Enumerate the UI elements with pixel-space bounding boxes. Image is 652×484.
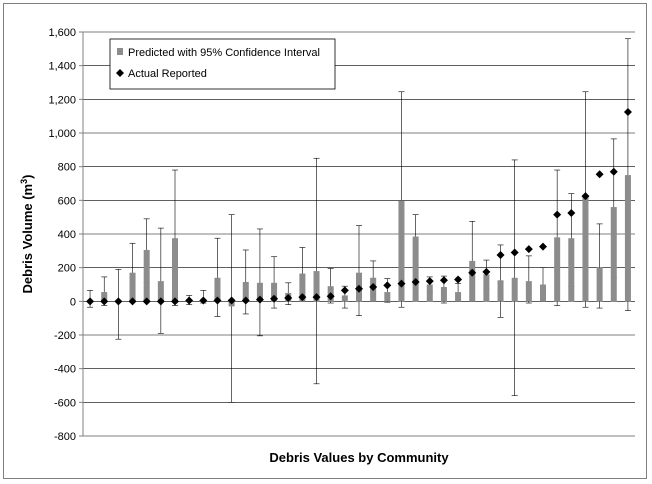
- actual-points: [86, 107, 632, 306]
- predicted-bar: [172, 238, 178, 302]
- legend-predicted-label: Predicted with 95% Confidence Interval: [128, 47, 320, 59]
- y-axis-title-main: Debris Volume (m: [20, 184, 35, 294]
- predicted-bar: [129, 272, 136, 302]
- predicted-bar: [299, 273, 306, 302]
- legend-actual-marker: [116, 69, 124, 77]
- actual-point: [199, 296, 208, 305]
- y-axis-title-close: ): [20, 175, 35, 179]
- predicted-bar: [497, 280, 504, 302]
- y-tick-label: 1,600: [48, 27, 76, 39]
- y-tick-label: 0: [70, 296, 76, 308]
- actual-point: [454, 275, 463, 284]
- predicted-bar: [157, 281, 164, 302]
- actual-point: [114, 297, 123, 306]
- predicted-bar: [511, 277, 518, 302]
- actual-point: [609, 167, 618, 176]
- y-tick-label: 400: [58, 229, 76, 241]
- y-tick-label: -800: [54, 431, 76, 443]
- actual-point: [411, 277, 420, 286]
- predicted-bar: [525, 281, 532, 302]
- predicted-bar: [214, 277, 221, 302]
- actual-point: [496, 251, 505, 260]
- actual-point: [142, 297, 151, 306]
- actual-point: [171, 297, 179, 306]
- actual-point: [227, 296, 236, 305]
- legend-box: [109, 38, 336, 90]
- predicted-bar: [610, 207, 617, 302]
- actual-point: [270, 294, 279, 303]
- actual-point: [241, 296, 250, 305]
- y-tick-label: 200: [58, 263, 76, 275]
- actual-point: [595, 170, 604, 179]
- predicted-bar: [271, 282, 278, 302]
- actual-point: [100, 297, 109, 306]
- actual-point: [581, 192, 590, 201]
- y-tick-labels: -800 -600 -400 -200 0 200 400 600 800 1,000 1,200 1…: [48, 27, 76, 443]
- predicted-bar: [101, 292, 108, 302]
- actual-point: [468, 268, 477, 277]
- actual-point: [567, 208, 576, 217]
- y-tick-label: -400: [54, 364, 76, 376]
- predicted-bar: [398, 200, 405, 302]
- actual-point: [340, 286, 349, 295]
- actual-point: [355, 284, 363, 293]
- chart-frame: -800 -600 -400 -200 0 200 400 600 800 1,000 1,200 1…: [3, 3, 647, 479]
- legend-predicted-swatch: [117, 48, 123, 55]
- actual-point: [284, 293, 293, 302]
- predicted-bar: [426, 284, 433, 302]
- actual-point: [326, 292, 335, 301]
- predicted-bar: [341, 295, 348, 302]
- actual-point: [312, 293, 321, 302]
- y-tick-label: 800: [58, 162, 76, 174]
- actual-point: [425, 277, 434, 286]
- actual-point: [439, 276, 448, 285]
- y-tick-label: -200: [54, 330, 76, 342]
- actual-point: [383, 281, 392, 290]
- actual-point: [369, 283, 378, 292]
- y-tick-label: 1,200: [48, 94, 76, 106]
- predicted-bar: [455, 292, 462, 302]
- actual-point: [185, 296, 194, 305]
- y-tick-label: 1,400: [48, 61, 76, 73]
- legend-actual-label: Actual Reported: [128, 68, 207, 80]
- predicted-bar: [596, 267, 603, 302]
- actual-point: [128, 297, 137, 306]
- predicted-bar: [469, 260, 476, 302]
- predicted-bar: [313, 271, 320, 302]
- predicted-bar: [440, 287, 447, 302]
- predicted-bar: [568, 238, 575, 302]
- legend: Predicted with 95% Confidence Interval A…: [109, 38, 336, 90]
- predicted-bar: [143, 249, 150, 302]
- y-tick-label: 600: [58, 195, 76, 207]
- predicted-bar: [554, 237, 561, 302]
- actual-point: [298, 293, 307, 302]
- y-tick-label: 1,000: [48, 128, 76, 140]
- actual-point: [213, 296, 222, 305]
- predicted-bar: [582, 196, 589, 302]
- predicted-bar: [242, 281, 249, 302]
- y-tick-label: -600: [54, 397, 76, 409]
- actual-point: [553, 210, 562, 219]
- predicted-bar: [540, 284, 546, 302]
- predicted-bar: [483, 274, 490, 302]
- predicted-bar: [624, 175, 631, 302]
- actual-point: [539, 242, 547, 251]
- x-axis-title: Debris Values by Community: [269, 450, 449, 465]
- actual-point: [156, 297, 165, 306]
- y-axis-title: Debris Volume (m3): [19, 175, 35, 294]
- actual-point: [510, 248, 519, 257]
- debris-volume-chart: -800 -600 -400 -200 0 200 400 600 800 1,000 1,200 1…: [19, 27, 635, 465]
- actual-point: [86, 297, 95, 306]
- actual-point: [524, 245, 533, 254]
- actual-point: [482, 267, 491, 276]
- predicted-bar: [256, 282, 263, 302]
- predicted-bar: [412, 236, 419, 302]
- predicted-bar: [384, 292, 391, 302]
- actual-point: [623, 107, 632, 116]
- y-axis-title-superscript: 3: [19, 179, 29, 184]
- actual-point: [397, 279, 406, 288]
